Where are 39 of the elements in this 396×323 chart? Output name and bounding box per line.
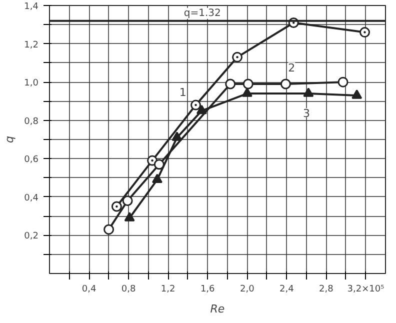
- y-tick-label: 0,2: [24, 232, 39, 242]
- point: [242, 88, 252, 97]
- x-tick-label: 0,8: [121, 284, 136, 294]
- y-tick-label: 0,4: [24, 193, 39, 204]
- point: [242, 78, 254, 90]
- point: [104, 224, 114, 235]
- y-tick-label: 1,2: [24, 40, 39, 50]
- x-tick-label: 2,4: [280, 284, 294, 294]
- point: [359, 27, 370, 38]
- point: [172, 132, 182, 141]
- x-tick-label: 2,8: [319, 284, 334, 294]
- x-tick-label: 2,0: [240, 284, 255, 294]
- point: [154, 159, 164, 170]
- y-tick-label: 1,4: [24, 2, 39, 12]
- annotation: 1: [179, 86, 186, 100]
- y-tick-label: 0,6: [24, 155, 39, 166]
- x-axis-title: Re: [210, 302, 225, 316]
- x-tick-label: 3,2×10⁵: [347, 284, 385, 294]
- x-tick-label: 1,6: [200, 284, 216, 294]
- point: [152, 174, 162, 184]
- ref-line-label: q=1.32: [184, 8, 221, 19]
- y-axis-title: q: [3, 136, 16, 143]
- point: [232, 52, 243, 62]
- x-tick-label: 0,4: [82, 284, 96, 294]
- annotation: 3: [302, 107, 310, 120]
- point: [190, 100, 202, 110]
- point: [225, 78, 236, 90]
- y-tick-label: 1,0: [24, 78, 39, 89]
- point: [338, 76, 348, 88]
- point: [303, 88, 314, 97]
- point: [124, 212, 135, 222]
- point: [352, 90, 362, 99]
- y-tick-label: 0,8: [24, 116, 39, 127]
- point: [196, 104, 207, 114]
- annotation: 2: [288, 61, 296, 74]
- x-tick-label: 1,2: [160, 284, 176, 294]
- point: [280, 78, 291, 90]
- point: [122, 196, 133, 206]
- point: [111, 201, 122, 212]
